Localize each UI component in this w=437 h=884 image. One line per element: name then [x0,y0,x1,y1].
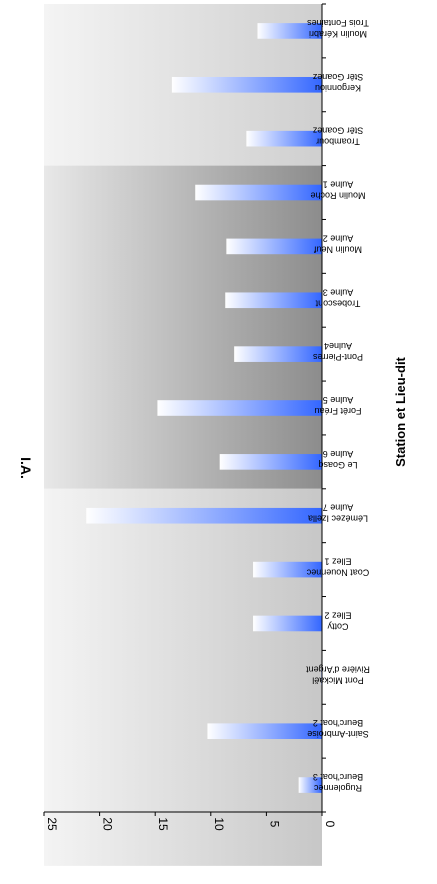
category-axis-title: Station et Lieu-dit [393,356,408,466]
bar [172,77,322,93]
bar [195,185,322,201]
value-tick-label: 10 [212,817,226,831]
value-tick-label: 20 [101,817,115,831]
bar [253,616,322,632]
background-band [44,166,322,489]
bar [220,454,322,470]
bar [157,400,322,416]
value-tick-label: 5 [267,821,281,828]
category-label: Le GoasqAulne 6 [318,449,357,470]
value-tick-label: 0 [323,821,337,828]
category-label: Saint-AmbroiseBeurc'hoat 2 [307,718,369,739]
value-tick-label: 15 [156,817,170,831]
bar [234,346,322,362]
bar [225,292,322,308]
bar [207,723,322,739]
bar [246,131,322,147]
category-label: RugolennecBeurc'hoat 3 [313,772,363,793]
value-axis-title: I.A. [18,457,34,479]
category-label: TroambourStêr Goanez [312,126,363,147]
background-band [44,489,322,866]
category-label: KergonniouStêr Goanez [312,72,363,93]
category-label: Pont MickaëlRivière d'Argent [306,664,370,685]
category-label: CottyEllez 2 [324,610,351,631]
bar [86,508,322,524]
category-label: Moulin KérabriTrois Fontaines [307,18,369,39]
value-tick-label: 25 [45,817,59,831]
bar [226,239,322,255]
